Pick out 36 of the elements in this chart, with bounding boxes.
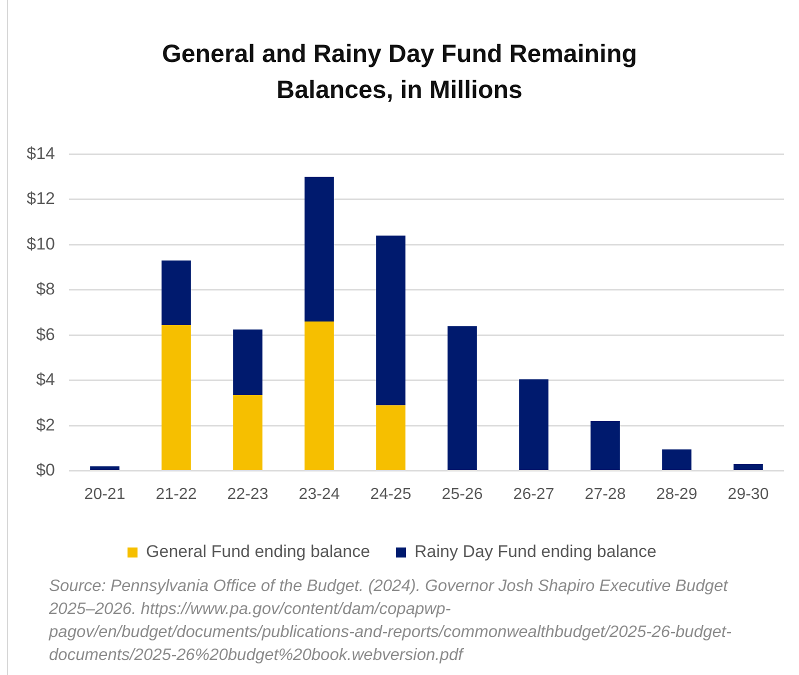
y-tick-label: $4 bbox=[36, 370, 55, 390]
x-tick-label: 28-29 bbox=[656, 486, 698, 503]
x-tick-label: 21-22 bbox=[156, 486, 197, 503]
bar bbox=[448, 326, 477, 470]
bar bbox=[519, 379, 548, 470]
legend-label: General Fund ending balance bbox=[146, 542, 370, 562]
x-tick-label: 20-21 bbox=[84, 486, 126, 503]
y-tick-label: $2 bbox=[36, 415, 55, 434]
y-tick-label: $12 bbox=[26, 189, 55, 208]
y-tick-label: $0 bbox=[36, 460, 55, 480]
bar bbox=[233, 395, 262, 470]
source-note: Source: Pennsylvania Office of the Budget. (2024). Governor Josh Shapiro Executive Budget 2025–2026. https://www.pa.gov/content/dam/copapwp-pagov/en/budget/documents/publications-and-reports/commonwealthbudget/2025-26-budget-documents/2025-26%20budget%20book.webversion.pdf bbox=[49, 576, 732, 666]
bar bbox=[376, 236, 406, 406]
bar bbox=[233, 329, 262, 396]
y-tick-label: $10 bbox=[26, 234, 55, 254]
x-tick-label: 23-24 bbox=[298, 486, 340, 503]
bar bbox=[162, 260, 191, 325]
legend-label: Rainy Day Fund ending balance bbox=[414, 542, 656, 562]
y-tick-label: $14 bbox=[26, 144, 55, 163]
x-tick-label: 22-23 bbox=[227, 486, 268, 503]
y-tick-label: $6 bbox=[36, 324, 55, 344]
bar bbox=[162, 324, 191, 470]
bar bbox=[90, 466, 120, 470]
x-tick-label: 24-25 bbox=[370, 486, 412, 503]
bar bbox=[304, 322, 334, 470]
x-tick-label: 25-26 bbox=[442, 486, 483, 503]
chart-title: General and Rainy Day Fund Remaining Balances, in Millions bbox=[160, 39, 638, 106]
bar bbox=[662, 449, 692, 470]
bar bbox=[590, 421, 620, 470]
x-tick-label: 29-30 bbox=[728, 486, 769, 503]
x-tick-label: 26-27 bbox=[513, 486, 554, 503]
bar bbox=[734, 464, 763, 470]
bar bbox=[376, 405, 406, 470]
x-tick-label: 27-28 bbox=[584, 486, 626, 503]
y-tick-label: $8 bbox=[36, 280, 55, 299]
bar bbox=[304, 176, 334, 322]
